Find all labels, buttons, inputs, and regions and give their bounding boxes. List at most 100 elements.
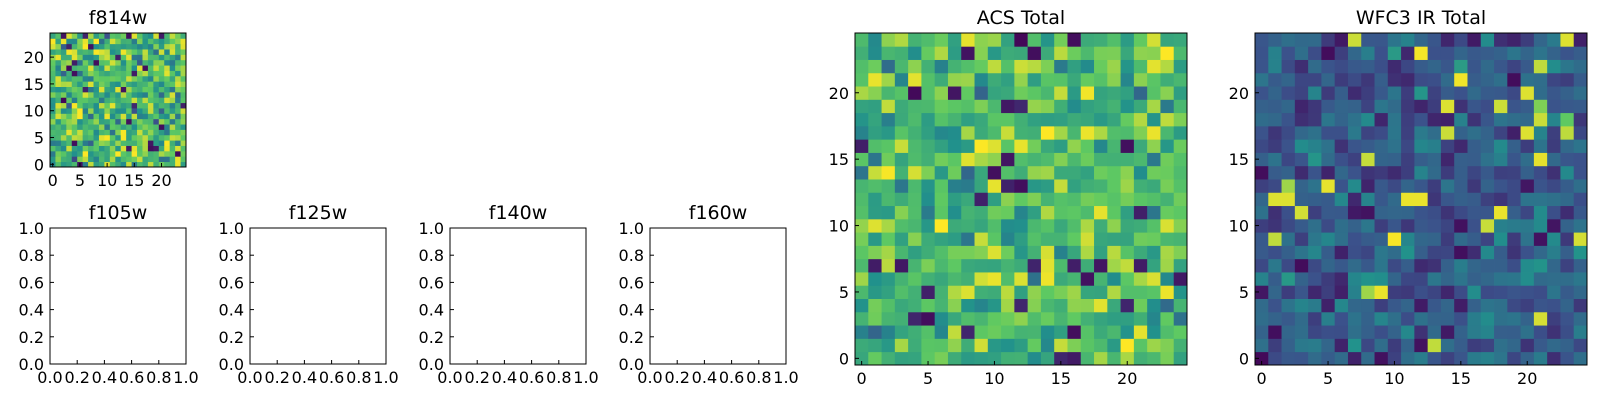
heatmap-cell [1533, 311, 1548, 326]
heatmap-cell [98, 145, 105, 152]
chart-title: WFC3 IR Total [1356, 7, 1486, 29]
heatmap-cell [55, 134, 62, 141]
heatmap-cell [1294, 179, 1309, 193]
heatmap-cell [175, 108, 181, 114]
y-tick-label: 20 [24, 48, 44, 67]
heatmap-cell [921, 351, 936, 366]
heatmap-cell [1160, 298, 1175, 313]
heatmap-cell [147, 102, 154, 109]
heatmap-cell [175, 124, 181, 130]
heatmap-cell [120, 102, 127, 109]
heatmap-cell [1573, 112, 1588, 127]
heatmap-cell [1547, 165, 1561, 180]
plot-frame [49, 32, 187, 168]
heatmap-cell [1560, 311, 1575, 326]
heatmap-cell [131, 59, 138, 66]
heatmap-cell [180, 134, 187, 141]
heatmap-cell [868, 298, 882, 313]
heatmap-cell [77, 33, 84, 39]
heatmap-cell [82, 161, 89, 168]
heatmap-cell [1120, 33, 1135, 47]
heatmap-cell [1147, 99, 1161, 114]
heatmap-cell [1268, 351, 1282, 366]
heatmap-cell [1067, 139, 1082, 153]
heatmap-cell [1014, 165, 1029, 180]
heatmap-cell [1414, 99, 1429, 114]
heatmap-cell [1067, 325, 1082, 339]
heatmap-cell [82, 54, 89, 61]
heatmap-cell [71, 38, 78, 45]
x-tick-label: 0.8 [746, 368, 771, 387]
y-tick-label: 0.6 [619, 273, 644, 292]
heatmap-cell [1573, 272, 1588, 286]
heatmap-cell [1560, 218, 1575, 233]
heatmap-cell [868, 86, 882, 100]
heatmap-cell [1573, 351, 1588, 366]
heatmap-cell [1507, 33, 1521, 47]
heatmap-cell [1040, 33, 1055, 47]
heatmap-cell [947, 125, 962, 140]
heatmap-cell [1173, 152, 1188, 167]
heatmap-cell [126, 86, 132, 93]
heatmap-cell [66, 38, 73, 45]
heatmap-cell [1255, 86, 1269, 100]
heatmap-cell [934, 338, 949, 353]
heatmap-cell [1054, 325, 1068, 339]
heatmap-cell [1027, 125, 1042, 140]
heatmap-cell [1281, 125, 1296, 140]
heatmap-cell [1467, 338, 1482, 353]
heatmap-cell [120, 54, 127, 61]
heatmap-cell [1361, 298, 1375, 313]
heatmap-cell [55, 118, 62, 125]
heatmap-cell [147, 65, 154, 71]
heatmap-cell [120, 43, 127, 50]
heatmap-cell [1067, 125, 1082, 140]
heatmap-cell [120, 108, 127, 114]
heatmap-cell [987, 59, 1002, 74]
heatmap-cell [1387, 298, 1402, 313]
heatmap-cell [1387, 165, 1402, 180]
heatmap-cell [1067, 152, 1082, 167]
heatmap-cell [934, 59, 949, 74]
heatmap-cell [55, 156, 62, 163]
heatmap-cell [908, 33, 922, 47]
y-tick-label: 0.2 [619, 328, 644, 347]
heatmap-cell [104, 113, 111, 120]
heatmap-cell [1133, 338, 1148, 353]
heatmap-cell [908, 72, 922, 87]
heatmap-cell [137, 97, 143, 104]
heatmap-cell [1001, 139, 1015, 153]
heatmap-cell [164, 65, 171, 71]
heatmap-cell [1440, 139, 1455, 153]
heatmap-cell [142, 38, 149, 45]
heatmap-cell [1560, 192, 1575, 207]
y-tick-label: 0.2 [419, 328, 444, 347]
heatmap-cell [1480, 298, 1495, 313]
heatmap-cell [1573, 99, 1588, 114]
heatmap-cell [1173, 311, 1188, 326]
heatmap-cell [881, 205, 896, 220]
heatmap-cell [947, 46, 962, 60]
heatmap-cell [164, 156, 171, 163]
heatmap-cell [1147, 72, 1161, 87]
heatmap-cell [1308, 272, 1322, 286]
heatmap-cell [947, 72, 962, 87]
heatmap-cell [1268, 59, 1282, 74]
heatmap-cell [1173, 205, 1188, 220]
heatmap-cell [1294, 218, 1309, 233]
heatmap-cell [158, 156, 165, 163]
heatmap-cell [1040, 205, 1055, 220]
heatmap-cell [1573, 311, 1588, 326]
heatmap-cell [1040, 285, 1055, 299]
heatmap-cell [881, 46, 896, 60]
heatmap-cell [1321, 285, 1336, 299]
heatmap-cell [1374, 205, 1389, 220]
heatmap-cell [137, 75, 143, 82]
heatmap-cell [1080, 99, 1095, 114]
heatmap-cell [169, 59, 176, 66]
heatmap-cell [934, 232, 949, 246]
heatmap-cell [1281, 351, 1296, 366]
heatmap-cell [1001, 33, 1015, 47]
heatmap-cell [1414, 311, 1429, 326]
heatmap-cell [947, 285, 962, 299]
